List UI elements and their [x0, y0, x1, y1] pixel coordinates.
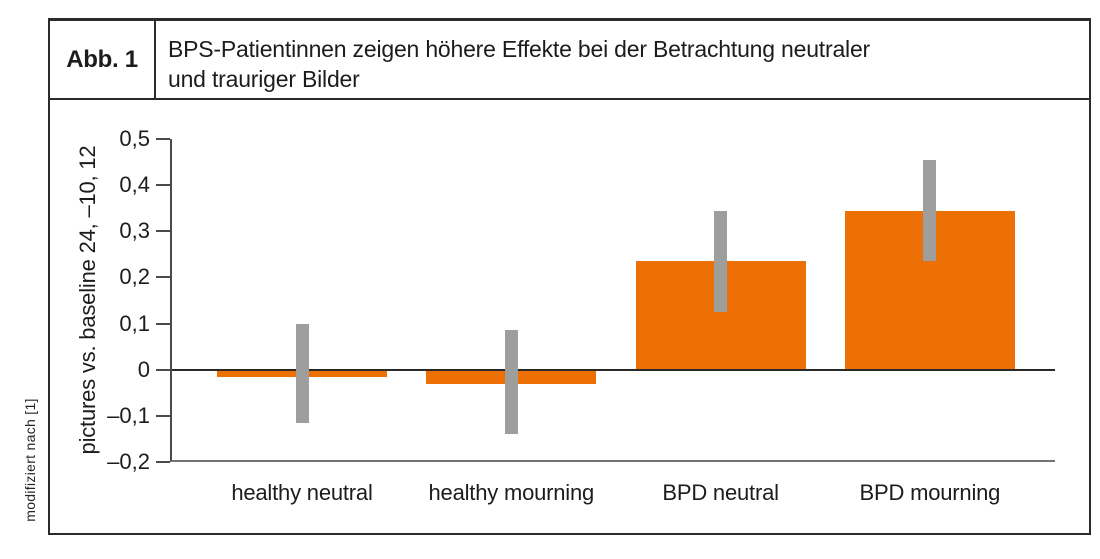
y-axis-tick — [156, 368, 170, 371]
y-axis-tick — [156, 414, 170, 417]
y-tick-label: 0,4 — [119, 172, 150, 198]
figure-title-line-1: BPS-Patientinnen zeigen höhere Effekte b… — [168, 36, 871, 62]
error-bar-BPD-mourning — [923, 159, 937, 262]
x-category-label: BPD neutral — [662, 480, 779, 505]
y-tick-label: –0,1 — [107, 402, 150, 428]
zero-baseline — [172, 368, 1055, 371]
figure-label: Abb. 1 — [50, 21, 156, 98]
figure-title: BPS-Patientinnen zeigen höhere Effekte b… — [156, 21, 1089, 98]
error-bar-BPD-neutral — [714, 210, 728, 313]
y-tick-label: 0,1 — [119, 310, 150, 336]
figure-title-line-2: und trauriger Bilder — [168, 66, 360, 92]
y-tick-label: 0,3 — [119, 218, 150, 244]
figure-header: Abb. 1 BPS-Patientinnen zeigen höhere Ef… — [50, 21, 1089, 100]
y-tick-label: 0,2 — [119, 264, 150, 290]
y-axis-label: pictures vs. baseline 24, –10, 12 — [75, 145, 100, 455]
y-axis-tick — [156, 461, 170, 463]
y-tick-label: 0,5 — [119, 126, 150, 151]
y-tick-label: –0,2 — [107, 449, 150, 474]
y-axis-tick — [156, 322, 170, 325]
y-axis-tick — [156, 276, 170, 279]
x-category-label: healthy mourning — [428, 480, 595, 505]
y-axis-tick — [156, 138, 170, 140]
y-tick-label: 0 — [137, 356, 150, 382]
x-category-label: healthy neutral — [231, 480, 373, 505]
error-bar-healthy-mourning — [504, 330, 518, 435]
y-axis-tick — [156, 230, 170, 233]
bar-chart-plot-area: 0,5 0,4 0,3 0,2 0,1 0 –0,1 –0,2 healthy neutral h… — [107, 126, 1055, 505]
source-note: modifiziert nach [1] — [22, 398, 38, 522]
error-bar-healthy-neutral — [295, 323, 309, 423]
x-category-label: BPD mourning — [859, 480, 1001, 505]
y-axis-tick — [156, 184, 170, 187]
